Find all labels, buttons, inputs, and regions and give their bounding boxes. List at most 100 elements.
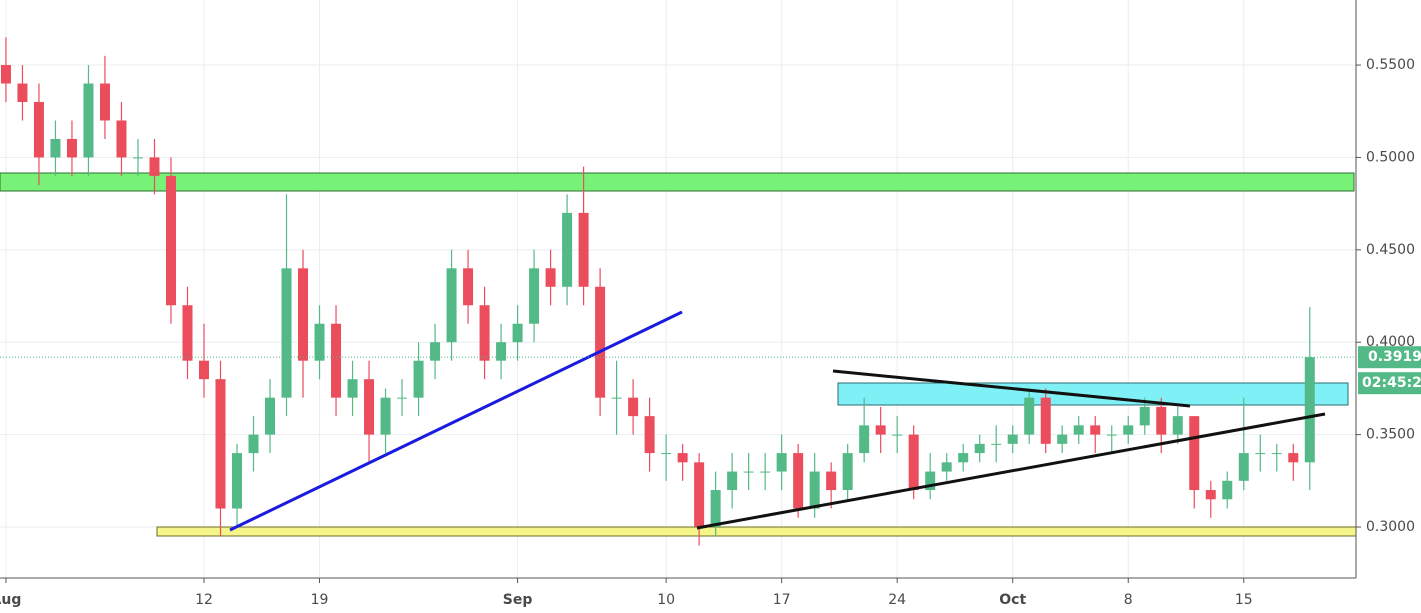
candle-body (232, 453, 243, 509)
candle-body (364, 379, 375, 435)
candle-body (314, 323, 325, 361)
candle-body (1123, 425, 1134, 435)
candle-body (83, 83, 94, 158)
drawings-back (0, 172, 1357, 537)
candle-body (413, 360, 424, 398)
candle-body (397, 397, 408, 399)
candle-body (677, 453, 688, 463)
candle-body (710, 490, 721, 527)
candle-body (1073, 425, 1084, 435)
candle-body (496, 342, 507, 361)
candle-body (793, 453, 804, 509)
candle-body (595, 286, 606, 398)
x-tick-label: Oct (999, 592, 1026, 608)
candle-body (1288, 453, 1299, 463)
resistance-zone (0, 172, 1355, 192)
support-zone (156, 526, 1357, 537)
grid (0, 0, 1356, 578)
candle-body (248, 434, 259, 454)
candle-body (562, 212, 573, 287)
candle-body (298, 268, 309, 361)
candles (0, 37, 1315, 546)
candle-body (1222, 480, 1233, 500)
candle-body (529, 268, 540, 324)
x-tick-label: 10 (657, 592, 675, 608)
candle-body (644, 416, 655, 454)
candle-body (859, 425, 870, 454)
candle-body (1024, 397, 1035, 435)
candle-body (198, 360, 209, 380)
candle-body (1172, 416, 1183, 435)
candle-body (1189, 416, 1200, 491)
candle-body (842, 453, 853, 491)
candle-body (875, 425, 886, 435)
candle-body (446, 268, 457, 343)
y-tick-label: 0.5000 (1366, 149, 1415, 165)
candle-body (809, 471, 820, 509)
x-tick-label: 19 (311, 592, 329, 608)
last-price-label: 0.3919 (1368, 349, 1421, 365)
price-axis (1356, 0, 1421, 613)
trend-line (832, 369, 1191, 408)
time-axis (0, 578, 1421, 613)
candle-body (776, 453, 787, 472)
breakout-zone (837, 382, 1349, 406)
candle-body (182, 305, 193, 361)
candle-body (463, 268, 474, 306)
x-tick-label: 17 (773, 592, 791, 608)
candle-body (116, 120, 127, 158)
y-tick-label: 0.5500 (1366, 57, 1415, 73)
candle-body (380, 397, 391, 435)
candle-body (347, 379, 358, 398)
candle-body (512, 323, 523, 343)
candle-body (1090, 425, 1101, 435)
candle-body (727, 471, 738, 491)
countdown-label: 02:45:21 (1362, 375, 1421, 391)
candle-body (743, 471, 754, 473)
candle-body (0, 65, 11, 84)
y-tick-label: 0.3500 (1366, 427, 1415, 443)
candle-body (611, 397, 622, 399)
candle-body (892, 434, 903, 436)
candle-body (281, 268, 292, 398)
last-price-box (1358, 346, 1421, 369)
candle-body (661, 453, 672, 455)
candle-body (66, 138, 77, 158)
candle-body (694, 462, 705, 527)
candle-body (578, 212, 589, 287)
countdown-box (1358, 372, 1421, 395)
candle-body (1255, 453, 1266, 455)
candle-body (991, 443, 1002, 445)
candle-body (165, 175, 176, 306)
candle-body (1156, 406, 1167, 435)
candle-body (215, 379, 226, 509)
candle-body (1139, 406, 1150, 426)
drawings-front (229, 310, 1326, 532)
candle-body (925, 471, 936, 491)
x-tick-label: 8 (1124, 592, 1133, 608)
x-tick-label: 24 (888, 592, 906, 608)
candle-body (1205, 490, 1216, 500)
candle-body (17, 83, 28, 102)
trend-line (229, 310, 683, 532)
candle-body (826, 471, 837, 491)
candle-body (479, 305, 490, 361)
candle-body (1057, 434, 1068, 444)
candle-body (50, 138, 61, 158)
candle-body (1238, 453, 1249, 481)
y-tick-label: 0.4500 (1366, 242, 1415, 258)
candle-body (1007, 434, 1018, 444)
candle-body (33, 102, 44, 158)
x-tick-label: Aug (0, 592, 21, 608)
candle-body (628, 397, 639, 417)
x-tick-label: 15 (1235, 592, 1253, 608)
x-tick-label: Sep (503, 592, 533, 608)
candle-body (1304, 357, 1315, 463)
candle-body (132, 157, 143, 159)
candle-body (149, 157, 160, 176)
trend-line (696, 412, 1326, 530)
candle-body (430, 342, 441, 361)
candle-body (265, 397, 276, 435)
